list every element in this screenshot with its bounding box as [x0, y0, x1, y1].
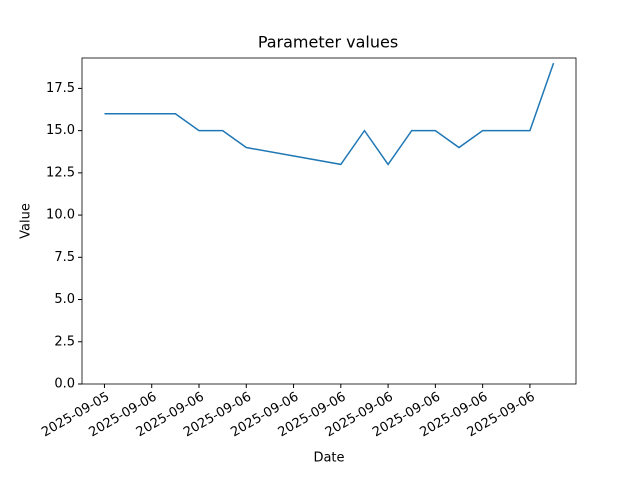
y-tick-label: 0.0 — [54, 377, 75, 392]
plot-frame — [81, 57, 577, 385]
y-tick-label: 12.5 — [46, 165, 75, 180]
x-axis-label: Date — [313, 451, 344, 466]
y-tick-label: 17.5 — [46, 81, 75, 96]
line-series — [104, 62, 555, 166]
y-axis-label: Value — [19, 203, 34, 239]
chart-title: Parameter values — [258, 33, 398, 52]
y-tick-label: 7.5 — [54, 250, 75, 265]
y-tick-label: 10.0 — [46, 208, 75, 223]
y-tick-label: 5.0 — [54, 292, 75, 307]
y-tick-label: 15.0 — [46, 123, 75, 138]
y-tick-label: 2.5 — [54, 334, 75, 349]
